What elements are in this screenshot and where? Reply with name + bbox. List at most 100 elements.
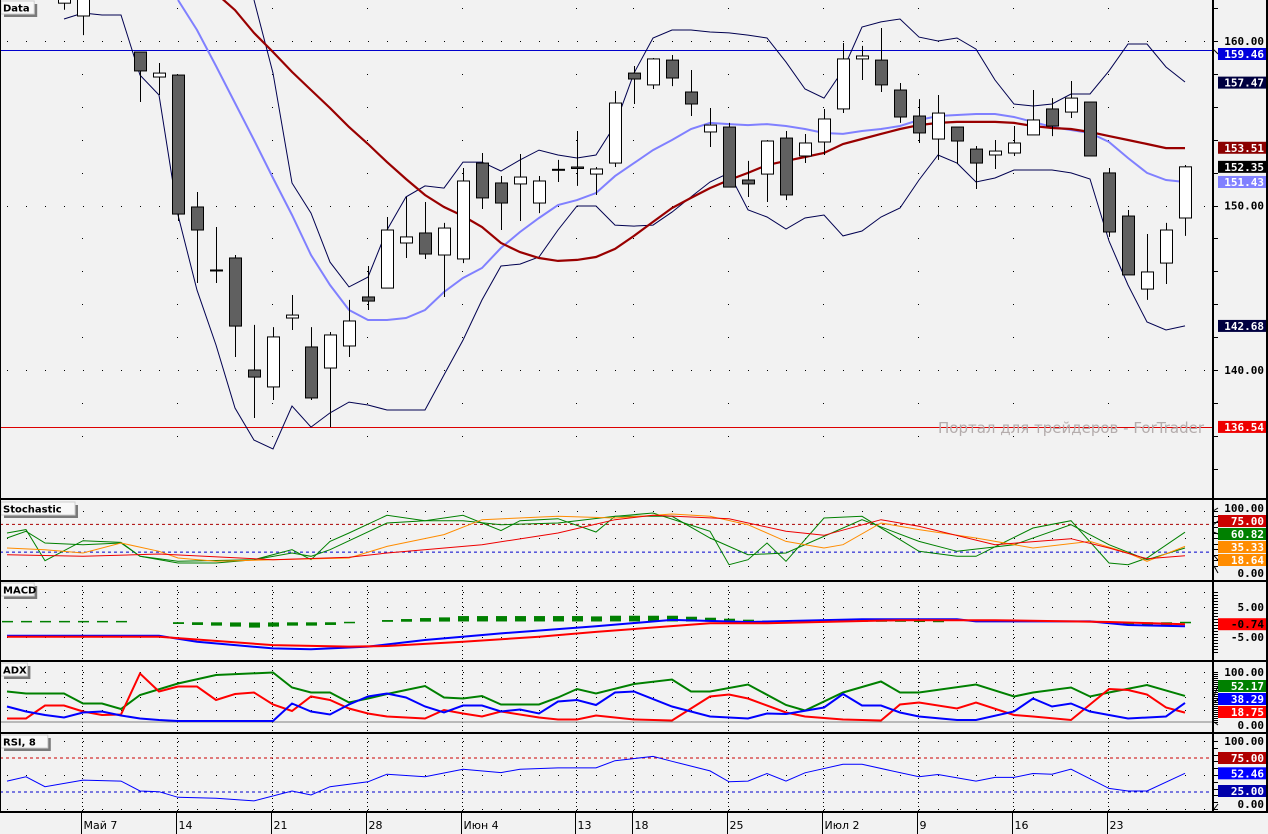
- candle[interactable]: [381, 217, 394, 289]
- rsi-price-axis[interactable]: 100.00 75.00 52.46 25.000.00: [1213, 735, 1267, 811]
- bearish-candle-body: [191, 206, 204, 231]
- candle[interactable]: [552, 159, 565, 182]
- candle[interactable]: [932, 94, 945, 160]
- stochastic-grid: [7, 511, 1205, 567]
- macd-panel[interactable]: MACD 5.00 -0.74-5.00: [0, 582, 1267, 659]
- candle[interactable]: [533, 176, 546, 214]
- candle[interactable]: [191, 192, 204, 283]
- bullish-candle-body: [590, 168, 603, 175]
- candle[interactable]: [77, 0, 90, 36]
- candle[interactable]: [647, 57, 660, 90]
- candle[interactable]: [1046, 98, 1059, 137]
- candle[interactable]: [267, 327, 280, 400]
- candle[interactable]: [609, 91, 622, 168]
- candle[interactable]: [837, 42, 850, 114]
- candle[interactable]: [1008, 126, 1021, 156]
- candle[interactable]: [685, 69, 698, 117]
- axis-value-marker: [1218, 48, 1267, 60]
- main-plot-area[interactable]: Портал для трейдеров - ForTrader: [0, 0, 1212, 450]
- candle[interactable]: [818, 108, 831, 155]
- axis-value-marker: [1218, 785, 1267, 797]
- candle[interactable]: [248, 324, 261, 419]
- bearish-candle-body: [419, 232, 432, 255]
- candle[interactable]: [1065, 80, 1078, 118]
- candle[interactable]: [704, 107, 717, 147]
- rsi-panel[interactable]: RSI, 8 100.00 75.00 52.46 25.000.00: [0, 734, 1267, 811]
- axis-leader-line: [1213, 565, 1219, 574]
- candle[interactable]: [476, 153, 489, 209]
- stochastic-plot-area[interactable]: [0, 511, 1212, 567]
- axis-value-label: 60.82: [1231, 528, 1264, 541]
- macd-plot-area[interactable]: [2, 586, 1205, 659]
- date-axis[interactable]: Май 7 14 21 28 Июн 4 13 18 25 Июл 2 9 16 23: [81, 813, 1124, 834]
- histogram-bar: [382, 620, 393, 622]
- candle[interactable]: [1027, 90, 1040, 136]
- candle[interactable]: [514, 154, 527, 221]
- candle[interactable]: [210, 227, 223, 283]
- candle[interactable]: [894, 82, 907, 123]
- candle[interactable]: [913, 99, 926, 143]
- candle[interactable]: [58, 0, 71, 10]
- histogram-bar: [116, 620, 127, 623]
- candle[interactable]: [457, 167, 470, 264]
- candle[interactable]: [305, 327, 318, 400]
- candle[interactable]: [590, 167, 603, 195]
- candle[interactable]: [1103, 167, 1116, 237]
- macd-price-axis[interactable]: 5.00 -0.74-5.00: [1213, 592, 1267, 653]
- bearish-candle-body: [1084, 101, 1097, 157]
- bullish-candle-body: [77, 0, 90, 17]
- candle[interactable]: [172, 74, 185, 221]
- candle[interactable]: [495, 176, 508, 231]
- adx-plot-area[interactable]: [0, 666, 1212, 731]
- rsi-plot-area[interactable]: [0, 738, 1212, 811]
- histogram-bar: [591, 616, 602, 622]
- candle[interactable]: [989, 140, 1002, 169]
- candle[interactable]: [970, 145, 983, 190]
- axis-value-marker: [1218, 680, 1267, 692]
- candle[interactable]: [951, 126, 964, 165]
- candle[interactable]: [723, 122, 736, 188]
- candle[interactable]: [761, 140, 774, 203]
- candle[interactable]: [419, 202, 432, 259]
- candle[interactable]: [229, 255, 242, 358]
- candle[interactable]: [856, 45, 869, 80]
- candle[interactable]: [134, 51, 147, 103]
- candle[interactable]: [571, 130, 584, 186]
- candle[interactable]: [875, 28, 888, 92]
- main-panel[interactable]: Портал для трейдеров - ForTrader Data 160.…: [0, 0, 1267, 470]
- bullish-candle-body: [609, 102, 622, 164]
- candle[interactable]: [742, 160, 755, 197]
- candle[interactable]: [362, 266, 375, 310]
- candle[interactable]: [343, 299, 356, 358]
- candle[interactable]: [400, 196, 413, 258]
- rsi-grid: [7, 738, 1205, 811]
- date-label: 23: [1110, 819, 1124, 832]
- histogram-bar: [306, 622, 317, 626]
- candle[interactable]: [1141, 233, 1154, 300]
- candle[interactable]: [1122, 209, 1135, 276]
- axis-leader-line: [1213, 685, 1219, 697]
- candle[interactable]: [324, 332, 337, 428]
- candle[interactable]: [628, 66, 641, 105]
- bearish-candle-body: [913, 115, 926, 134]
- candle[interactable]: [1160, 222, 1173, 284]
- bearish-candle-body: [628, 72, 641, 80]
- histogram-bar: [21, 620, 32, 623]
- candle[interactable]: [799, 133, 812, 164]
- candle[interactable]: [153, 63, 166, 95]
- candle[interactable]: [666, 54, 679, 87]
- bearish-candle-body: [875, 59, 888, 86]
- candle[interactable]: [1179, 165, 1192, 236]
- candle[interactable]: [780, 130, 793, 201]
- candle[interactable]: [1084, 101, 1097, 157]
- candle[interactable]: [438, 222, 451, 297]
- axis-value-label: 151.43: [1224, 176, 1264, 189]
- candle[interactable]: [286, 294, 299, 331]
